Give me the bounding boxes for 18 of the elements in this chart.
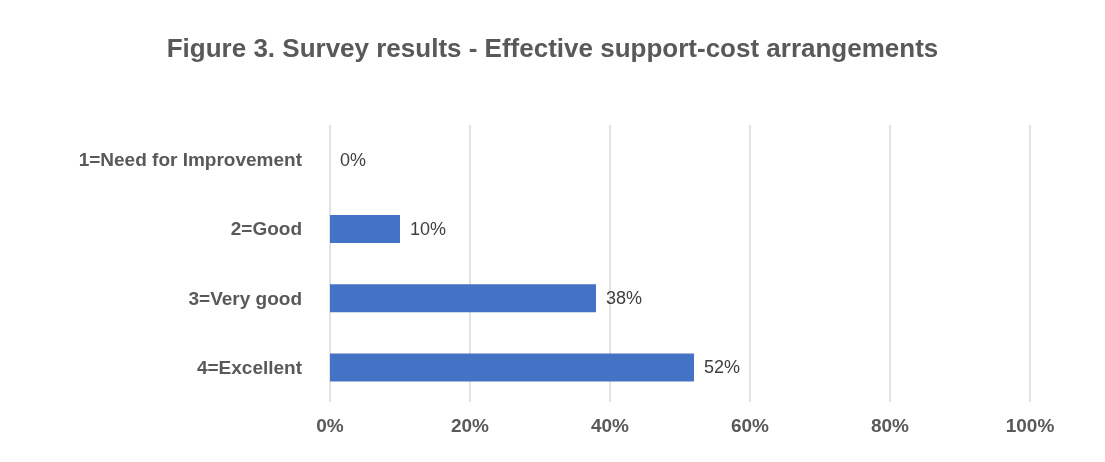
y-tick-label: 1=Need for Improvement [78, 149, 303, 171]
x-tick-label: 80% [870, 415, 910, 436]
data-label: 52% [704, 357, 741, 378]
bar [330, 214, 400, 243]
x-tick-label: 60% [730, 415, 770, 436]
bar [330, 284, 596, 313]
chart-title: Figure 3. Survey results - Effective support-cost arrangements [166, 33, 939, 63]
x-tick-label: 40% [590, 415, 630, 436]
x-tick-label: 20% [450, 415, 490, 436]
data-label: 0% [340, 149, 367, 170]
data-label: 38% [606, 288, 643, 309]
x-tick-label: 0% [316, 415, 344, 436]
y-tick-label: 3=Very good [188, 287, 302, 309]
x-tick-label: 100% [1005, 415, 1055, 436]
y-tick-label: 2=Good [230, 218, 302, 240]
bar [330, 353, 694, 382]
data-label: 10% [410, 218, 447, 239]
y-tick-label: 4=Excellent [196, 356, 303, 378]
